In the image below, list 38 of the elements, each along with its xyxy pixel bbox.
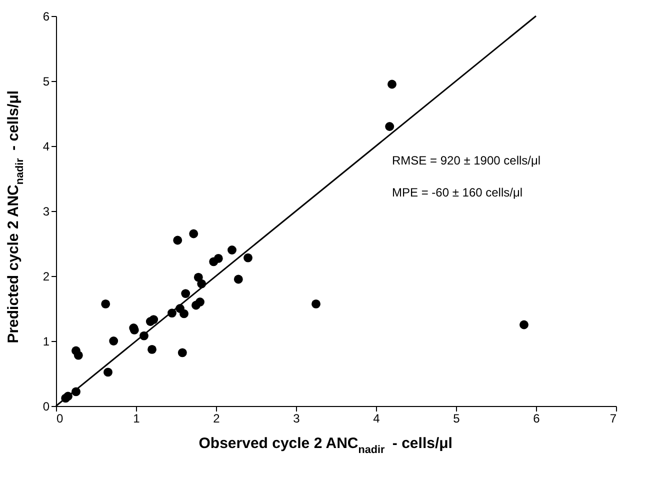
y-tick-label: 6 <box>42 10 50 24</box>
x-tick-label: 3 <box>293 412 300 426</box>
y-tick-label: 1 <box>42 334 50 348</box>
point <box>101 299 110 308</box>
y-tick-label: 2 <box>42 270 50 284</box>
point <box>385 122 394 131</box>
x-tick-label: 6 <box>533 412 540 426</box>
y-tick-label: 0 <box>42 400 50 414</box>
x-tick-label: 1 <box>133 412 140 426</box>
point <box>234 274 243 284</box>
y-tick-label: 4 <box>42 140 50 154</box>
point <box>520 320 528 330</box>
point <box>149 315 158 324</box>
x-tick-label: 4 <box>373 412 380 426</box>
point <box>181 289 190 298</box>
y-tick-label: 3 <box>42 204 50 218</box>
x-tick-label: 0 <box>56 412 64 426</box>
y-tick-label: 5 <box>42 74 50 88</box>
point <box>196 298 204 306</box>
point <box>104 368 112 377</box>
annotation: MPE = -60 ± 160 cells/μl <box>392 185 523 200</box>
point <box>189 229 198 238</box>
point <box>388 80 396 89</box>
x-tick-label: 2 <box>213 412 220 426</box>
point <box>228 246 236 254</box>
point <box>74 350 83 360</box>
point <box>312 299 320 308</box>
annotation: RMSE = 920 ± 1900 cells/μl <box>392 153 541 168</box>
point <box>173 236 182 245</box>
point <box>214 254 223 263</box>
point <box>244 253 252 262</box>
y-axis-title: Predicted cycle 2 ANCnadir - cells/μl <box>5 90 26 344</box>
point <box>180 309 188 318</box>
point <box>178 348 187 358</box>
x-tick-label: 5 <box>453 412 460 426</box>
x-tick-label: 7 <box>610 412 617 426</box>
point <box>148 344 156 354</box>
point <box>109 336 118 346</box>
